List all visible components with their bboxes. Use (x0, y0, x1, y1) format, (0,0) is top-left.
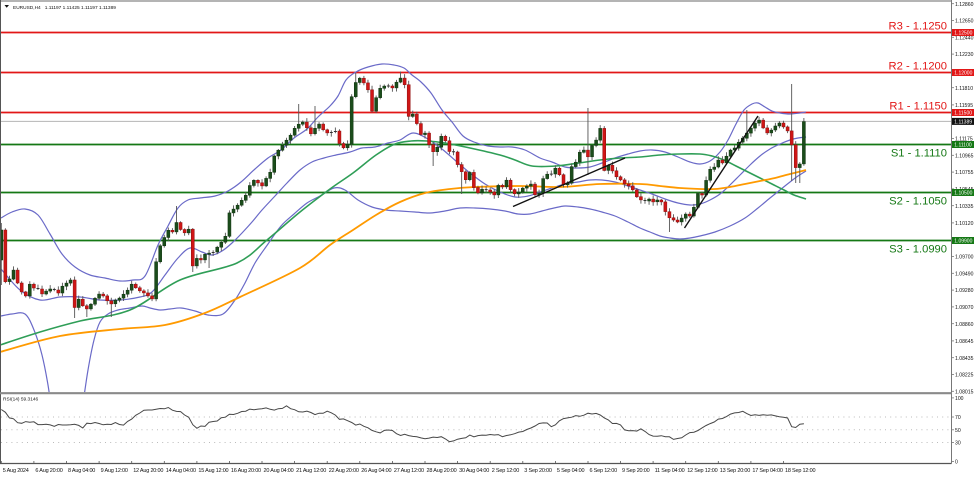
svg-text:11 Sep 04:00: 11 Sep 04:00 (655, 468, 685, 474)
svg-text:1.08225: 1.08225 (955, 373, 974, 379)
svg-text:30 Aug 04:00: 30 Aug 04:00 (459, 468, 489, 474)
svg-text:1.10965: 1.10965 (955, 153, 974, 159)
svg-text:6 Aug 20:00: 6 Aug 20:00 (35, 468, 62, 474)
svg-text:8 Aug 04:00: 8 Aug 04:00 (68, 468, 95, 474)
svg-text:18 Sep 12:00: 18 Sep 12:00 (785, 468, 815, 474)
svg-text:1.11810: 1.11810 (955, 86, 973, 92)
svg-text:13 Sep 20:00: 13 Sep 20:00 (720, 468, 750, 474)
svg-text:1.08860: 1.08860 (955, 322, 974, 328)
svg-text:1.09490: 1.09490 (955, 271, 974, 277)
svg-text:1.10755: 1.10755 (955, 170, 974, 176)
svg-text:1.09070: 1.09070 (955, 305, 974, 311)
svg-text:16 Aug 20:00: 16 Aug 20:00 (231, 468, 261, 474)
svg-text:S1 - 1.1110: S1 - 1.1110 (891, 148, 947, 160)
svg-text:5 Sep 04:00: 5 Sep 04:00 (557, 468, 585, 474)
svg-text:1.10500: 1.10500 (954, 191, 972, 197)
svg-text:1.08435: 1.08435 (955, 356, 974, 362)
svg-text:17 Sep 04:00: 17 Sep 04:00 (752, 468, 782, 474)
svg-text:1.11595: 1.11595 (955, 103, 973, 109)
svg-text:R3 - 1.1250: R3 - 1.1250 (889, 21, 947, 33)
svg-text:1.12000: 1.12000 (954, 71, 972, 77)
svg-text:9 Sep 20:00: 9 Sep 20:00 (622, 468, 650, 474)
svg-text:1.10120: 1.10120 (955, 221, 974, 227)
svg-text:12 Sep 12:00: 12 Sep 12:00 (687, 468, 717, 474)
svg-text:26 Aug 04:00: 26 Aug 04:00 (361, 468, 391, 474)
svg-text:1.12440: 1.12440 (955, 35, 974, 41)
svg-text:1.11100: 1.11100 (954, 143, 972, 149)
svg-text:14 Aug 04:00: 14 Aug 04:00 (166, 468, 196, 474)
svg-text:12 Aug 20:00: 12 Aug 20:00 (133, 468, 163, 474)
svg-text:28 Aug 20:00: 28 Aug 20:00 (427, 468, 457, 474)
svg-text:1.11175: 1.11175 (955, 137, 973, 143)
svg-text:1.12230: 1.12230 (955, 52, 974, 58)
svg-text:1.12650: 1.12650 (955, 19, 974, 25)
svg-text:0: 0 (955, 460, 958, 466)
svg-text:50: 50 (955, 428, 961, 434)
svg-text:21 Aug 12:00: 21 Aug 12:00 (296, 468, 326, 474)
svg-text:3 Sep 20:00: 3 Sep 20:00 (524, 468, 552, 474)
svg-text:9 Aug 12:00: 9 Aug 12:00 (101, 468, 128, 474)
svg-text:1.10335: 1.10335 (955, 204, 974, 210)
svg-text:1.12500: 1.12500 (954, 31, 972, 37)
svg-text:S3 - 1.0990: S3 - 1.0990 (889, 244, 947, 256)
svg-text:RSI(14) 59.3146: RSI(14) 59.3146 (3, 397, 39, 403)
svg-text:S2 - 1.1050: S2 - 1.1050 (889, 196, 947, 208)
svg-text:22 Aug 20:00: 22 Aug 20:00 (329, 468, 359, 474)
svg-text:2 Sep 12:00: 2 Sep 12:00 (492, 468, 520, 474)
svg-text:15 Aug 12:00: 15 Aug 12:00 (198, 468, 228, 474)
svg-text:20 Aug 04:00: 20 Aug 04:00 (264, 468, 294, 474)
svg-text:1.11500: 1.11500 (954, 111, 972, 117)
svg-text:R1 - 1.1150: R1 - 1.1150 (889, 101, 947, 113)
svg-text:EURUSD,H4 1.11197 1.11425 1.: EURUSD,H4 1.11197 1.11425 1.11197 1.1138… (13, 5, 116, 11)
svg-text:6 Sep 12:00: 6 Sep 12:00 (590, 468, 618, 474)
svg-text:1.08015: 1.08015 (955, 389, 974, 395)
svg-text:30: 30 (955, 441, 961, 447)
svg-text:1.11389: 1.11389 (954, 120, 972, 126)
svg-text:27 Aug 12:00: 27 Aug 12:00 (394, 468, 424, 474)
svg-text:1.09280: 1.09280 (955, 288, 974, 294)
svg-text:1.09700: 1.09700 (955, 255, 974, 261)
svg-text:70: 70 (955, 415, 961, 421)
svg-text:R2 - 1.1200: R2 - 1.1200 (889, 61, 947, 73)
svg-text:1.09900: 1.09900 (954, 239, 972, 245)
svg-text:5 Aug 2024: 5 Aug 2024 (3, 468, 29, 474)
svg-text:1.12860: 1.12860 (955, 2, 974, 8)
svg-text:100: 100 (955, 396, 964, 402)
svg-text:1.08645: 1.08645 (955, 339, 974, 345)
